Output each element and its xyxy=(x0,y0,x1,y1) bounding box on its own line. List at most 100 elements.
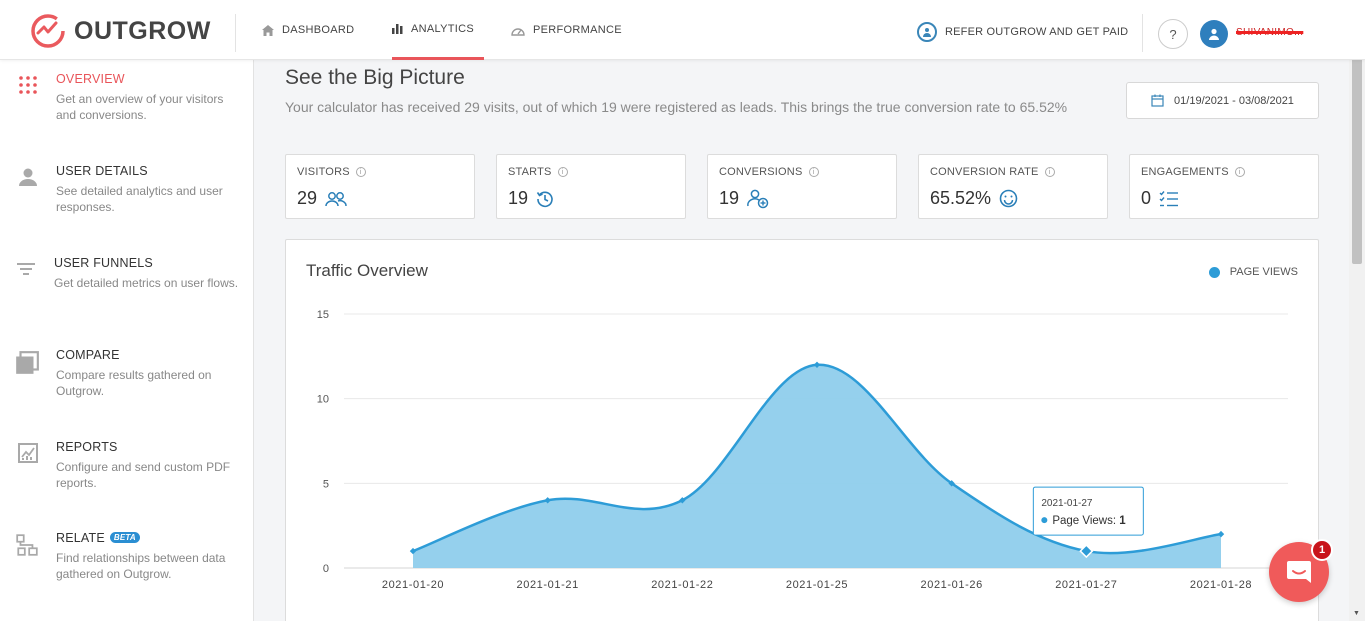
nav-performance[interactable]: PERFORMANCE xyxy=(511,0,622,60)
outgrow-logo[interactable]: OUTGROW xyxy=(30,14,211,48)
stat-card-starts: STARTS i 19 xyxy=(496,154,686,219)
logo-icon xyxy=(31,14,65,48)
sidebar-item-title: OVERVIEW xyxy=(56,72,125,86)
nav-performance-label: PERFORMANCE xyxy=(533,24,622,36)
scroll-down-arrow[interactable]: ▼ xyxy=(1353,610,1360,617)
stat-label-row: STARTS i xyxy=(508,166,568,178)
x-tick-label: 2021-01-27 xyxy=(1055,579,1117,591)
stat-value: 19 xyxy=(508,188,529,208)
stat-value: 19 xyxy=(719,188,740,208)
divider xyxy=(235,14,236,52)
nav-analytics[interactable]: ANALYTICS xyxy=(392,0,484,60)
stat-value-row: 65.52% xyxy=(930,188,1018,209)
stat-label-row: ENGAGEMENTS i xyxy=(1141,166,1245,178)
sidebar-item-desc: Get detailed metrics on user flows. xyxy=(54,276,239,290)
sidebar-item-title: COMPARE xyxy=(56,348,120,362)
chat-icon xyxy=(1287,561,1311,583)
chart-title: Traffic Overview xyxy=(306,261,428,280)
y-tick-label: 10 xyxy=(317,394,329,406)
sidebar-item-desc: Configure and send custom PDF reports. xyxy=(56,460,231,490)
info-icon[interactable]: i xyxy=(1044,167,1055,177)
refer-icon xyxy=(917,22,937,42)
page-title: See the Big Picture xyxy=(285,66,465,89)
x-tick-label: 2021-01-25 xyxy=(786,579,848,591)
legend-dot xyxy=(1208,266,1220,278)
sidebar-item-relate[interactable]: RELATE BETA Find relationships between da… xyxy=(0,531,254,591)
stat-card-visitors: VISITORS i 29 xyxy=(285,154,475,219)
refer-link[interactable]: REFER OUTGROW AND GET PAID xyxy=(917,22,1128,42)
users-icon xyxy=(325,191,347,206)
sidebar-item-desc: Get an overview of your visitors and con… xyxy=(56,92,224,122)
info-icon[interactable]: i xyxy=(1234,167,1245,177)
traffic-chart: 0 5 10 15 2021-01-20 2021-01-21 2021-01-22 2021… xyxy=(317,309,1288,591)
stat-value: 65.52% xyxy=(930,188,992,208)
scrollbar-thumb[interactable] xyxy=(1352,44,1362,264)
x-tick-label: 2021-01-26 xyxy=(921,579,983,591)
stat-value: 29 xyxy=(297,188,318,208)
stat-label-row: CONVERSION RATE i xyxy=(930,166,1055,178)
y-tick-label: 5 xyxy=(323,478,329,490)
nav-dashboard[interactable]: DASHBOARD xyxy=(262,0,354,60)
x-tick-label: 2021-01-22 xyxy=(651,579,713,591)
stat-label: ENGAGEMENTS xyxy=(1141,166,1229,178)
sidebar-item-title: REPORTS xyxy=(56,440,118,454)
chat-unread-badge: 1 xyxy=(1311,539,1333,561)
x-tick-label: 2021-01-20 xyxy=(382,579,444,591)
stat-label-row: VISITORS i xyxy=(297,166,366,178)
history-icon xyxy=(536,191,553,207)
info-icon[interactable]: i xyxy=(557,167,568,177)
username[interactable]: SHIVANIMO... xyxy=(1236,27,1304,38)
logo-text: OUTGROW xyxy=(74,16,211,45)
stat-label-row: CONVERSIONS i xyxy=(719,166,819,178)
legend-label: PAGE VIEWS xyxy=(1229,266,1298,278)
hierarchy-icon xyxy=(16,534,38,556)
help-button[interactable]: ? xyxy=(1158,19,1188,49)
report-icon xyxy=(18,443,38,463)
sidebar-item-title-text: RELATE xyxy=(56,531,105,545)
stat-value-row: 19 xyxy=(508,188,554,209)
sidebar-item-user-details[interactable]: USER DETAILS See detailed analytics and … xyxy=(0,164,254,224)
sidebar-item-overview[interactable]: OVERVIEW Get an overview of your visitor… xyxy=(0,72,254,132)
refer-label: REFER OUTGROW AND GET PAID xyxy=(945,26,1129,38)
page-scrollbar[interactable]: ▼ xyxy=(1349,40,1365,621)
sidebar-item-desc: Compare results gathered on Outgrow. xyxy=(56,368,212,398)
stat-value-row: 19 xyxy=(719,188,769,209)
info-icon[interactable]: i xyxy=(355,167,366,177)
top-bar: OUTGROW DASHBOARD ANALYTICS PERFORMANCE … xyxy=(0,0,1365,60)
sidebar-item-title: USER FUNNELS xyxy=(54,256,153,270)
stat-card-conversion-rate: CONVERSION RATE i 65.52% xyxy=(918,154,1108,219)
y-tick-label: 15 xyxy=(317,309,329,321)
page-subtitle: Your calculator has received 29 visits, … xyxy=(285,99,1068,115)
avatar[interactable] xyxy=(1200,20,1228,48)
series-area xyxy=(413,364,1221,568)
data-point xyxy=(409,547,417,555)
tooltip-date: 2021-01-27 xyxy=(1041,498,1093,509)
nav-analytics-label: ANALYTICS xyxy=(411,22,475,35)
user-avatar-icon xyxy=(1209,28,1219,40)
home-icon xyxy=(262,24,274,36)
sidebar-item-desc: See detailed analytics and user response… xyxy=(56,184,223,214)
user-icon xyxy=(19,168,37,186)
stat-value-row: 29 xyxy=(297,188,347,209)
beta-badge: BETA xyxy=(109,532,140,543)
sidebar-item-title: RELATE BETA xyxy=(56,531,140,545)
divider xyxy=(1142,14,1143,52)
nav-dashboard-label: DASHBOARD xyxy=(282,24,355,36)
y-tick-label: 0 xyxy=(323,563,329,575)
smile-icon xyxy=(999,189,1018,208)
sidebar-item-user-funnels[interactable]: USER FUNNELS Get detailed metrics on use… xyxy=(0,256,254,316)
sidebar-item-compare[interactable]: COMPARE Compare results gathered on Outg… xyxy=(0,348,254,408)
calendar-icon xyxy=(1151,94,1164,107)
info-icon[interactable]: i xyxy=(808,167,819,177)
filter-icon xyxy=(17,263,35,275)
chart-legend[interactable]: PAGE VIEWS xyxy=(1208,266,1298,278)
compare-icon xyxy=(16,351,39,374)
sidebar-item-reports[interactable]: REPORTS Configure and send custom PDF re… xyxy=(0,440,254,500)
bar-chart-icon xyxy=(392,23,403,34)
data-point xyxy=(948,480,955,487)
date-range-picker[interactable]: 01/19/2021 - 03/08/2021 xyxy=(1126,82,1319,119)
checklist-icon xyxy=(1159,190,1179,206)
stat-label: STARTS xyxy=(508,166,552,178)
stat-label: CONVERSION RATE xyxy=(930,166,1039,178)
chat-launcher-button[interactable]: 1 xyxy=(1269,539,1333,602)
